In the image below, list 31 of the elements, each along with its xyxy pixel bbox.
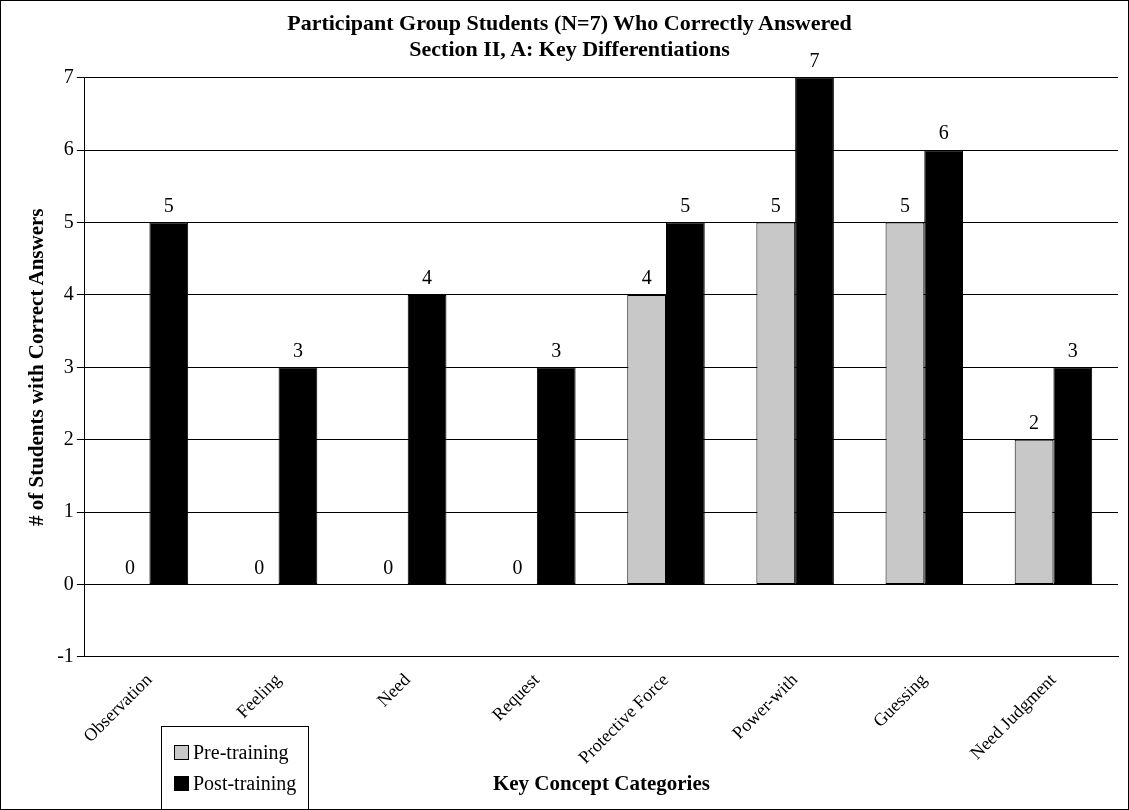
data-label: 0 (512, 555, 523, 578)
y-tick-label: 3 (63, 354, 74, 377)
legend-label: Post-training (193, 772, 297, 795)
text: Section II, A: Key Differentiations (409, 36, 730, 62)
data-label: 4 (641, 266, 652, 289)
data-label: 5 (163, 193, 174, 216)
x-axis-title: Key Concept Categories (492, 770, 710, 795)
text: Participant Group Students (N=7) Who Correctly Answered (287, 9, 852, 35)
y-tick-label: 1 (63, 499, 74, 522)
data-label: 4 (422, 266, 433, 289)
y-tick-label: 6 (63, 137, 74, 160)
y-tick-label: 0 (63, 571, 74, 594)
data-label: 5 (770, 193, 781, 216)
data-label: 2 (1029, 410, 1040, 433)
data-label: 3 (292, 338, 303, 361)
data-label: 3 (551, 338, 562, 361)
data-label: 3 (1067, 338, 1078, 361)
y-tick-label: 2 (63, 426, 74, 449)
legend-label: Pre-training (193, 741, 289, 764)
data-label: 0 (254, 555, 265, 578)
y-tick-label: 7 (63, 65, 74, 88)
y-tick-label: 4 (63, 282, 74, 305)
data-label: 0 (125, 555, 136, 578)
data-label: 0 (383, 555, 394, 578)
y-tick-label: 5 (63, 209, 74, 232)
y-tick-label: -1 (57, 644, 74, 667)
data-label: 6 (938, 121, 949, 144)
y-axis-title: # of Students with Correct Answers (24, 208, 49, 527)
data-label: 5 (899, 193, 910, 216)
data-label: 7 (809, 49, 820, 72)
data-label: 5 (680, 193, 691, 216)
